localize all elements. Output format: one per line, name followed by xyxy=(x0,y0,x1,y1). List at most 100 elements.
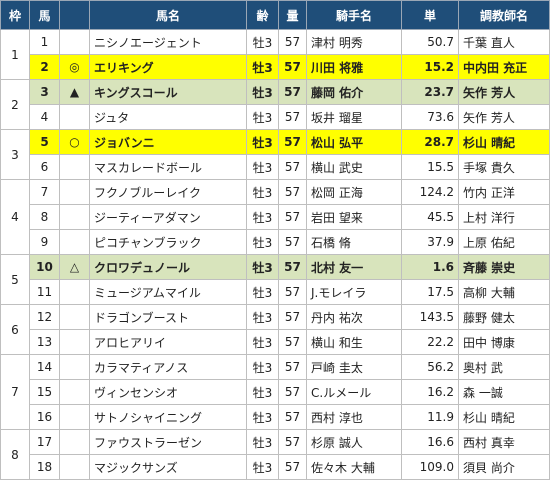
trainer-name: 竹内 正洋 xyxy=(458,179,550,205)
win-odds: 15.5 xyxy=(401,154,459,180)
carried-weight: 57 xyxy=(278,379,307,405)
trainer-name: 須貝 尚介 xyxy=(458,454,550,480)
horse-number: 13 xyxy=(29,329,60,355)
prediction-mark xyxy=(59,329,90,355)
horse-name: マジックサンズ xyxy=(89,454,247,480)
prediction-mark: ▲ xyxy=(59,79,90,105)
table-row: 15 ヴィンセンシオ 牡3 57 C.ルメール 16.2 森 一誠 xyxy=(1,379,550,405)
trainer-name: 高柳 大輔 xyxy=(458,279,550,305)
prediction-mark xyxy=(59,354,90,380)
trainer-name: 中内田 充正 xyxy=(458,54,550,80)
win-odds: 50.7 xyxy=(401,29,459,55)
horse-number: 5 xyxy=(29,129,60,155)
carried-weight: 57 xyxy=(278,104,307,130)
jockey-name: C.ルメール xyxy=(306,379,402,405)
carried-weight: 57 xyxy=(278,404,307,430)
horse-number: 18 xyxy=(29,454,60,480)
jockey-name: 佐々木 大輔 xyxy=(306,454,402,480)
trainer-name: 杉山 晴紀 xyxy=(458,404,550,430)
horse-number: 11 xyxy=(29,279,60,305)
horse-number: 6 xyxy=(29,154,60,180)
win-odds: 16.2 xyxy=(401,379,459,405)
trainer-name: 奥村 武 xyxy=(458,354,550,380)
table-row: 2 3 ▲ キングスコール 牡3 57 藤岡 佑介 23.7 矢作 芳人 xyxy=(0,79,550,130)
prediction-mark xyxy=(59,454,90,480)
jockey-name: J.モレイラ xyxy=(306,279,402,305)
jockey-name: 津村 明秀 xyxy=(306,29,402,55)
table-row: 16 サトノシャイニング 牡3 57 西村 淳也 11.9 杉山 晴紀 xyxy=(1,404,550,430)
horse-number: 9 xyxy=(29,229,60,255)
jockey-name: 丹内 祐次 xyxy=(306,304,402,330)
horse-age: 牡3 xyxy=(246,454,279,480)
carried-weight: 57 xyxy=(278,229,307,255)
table-row: 18 マジックサンズ 牡3 57 佐々木 大輔 109.0 須貝 尚介 xyxy=(1,454,550,480)
trainer-name: 田中 博康 xyxy=(458,329,550,355)
horse-age: 牡3 xyxy=(246,179,279,205)
horse-age: 牡3 xyxy=(246,104,279,130)
prediction-mark xyxy=(59,404,90,430)
table-row: 4 7 フクノブルーレイク 牡3 57 松岡 正海 124.2 竹内 正洋 xyxy=(0,179,550,255)
prediction-mark xyxy=(59,379,90,405)
horse-age: 牡3 xyxy=(246,79,279,105)
horse-age: 牡3 xyxy=(246,304,279,330)
carried-weight: 57 xyxy=(278,154,307,180)
waku-cell: 2 xyxy=(0,79,30,130)
horse-age: 牡3 xyxy=(246,404,279,430)
trainer-name: 矢作 芳人 xyxy=(458,104,550,130)
win-odds: 17.5 xyxy=(401,279,459,305)
header-horse-name: 馬名 xyxy=(89,0,247,30)
win-odds: 11.9 xyxy=(401,404,459,430)
win-odds: 143.5 xyxy=(401,304,459,330)
horse-number: 14 xyxy=(29,354,60,380)
header-mark xyxy=(59,0,90,30)
horse-number: 10 xyxy=(29,254,60,280)
waku-cell: 5 xyxy=(0,254,30,305)
carried-weight: 57 xyxy=(278,454,307,480)
horse-number: 2 xyxy=(29,54,60,80)
horse-name: ヴィンセンシオ xyxy=(89,379,247,405)
win-odds: 23.7 xyxy=(401,79,459,105)
horse-name: ファウストラーゼン xyxy=(89,429,247,455)
horse-age: 牡3 xyxy=(246,204,279,230)
carried-weight: 57 xyxy=(278,79,307,105)
horse-name: マスカレードボール xyxy=(89,154,247,180)
trainer-name: 手塚 貴久 xyxy=(458,154,550,180)
horse-age: 牡3 xyxy=(246,154,279,180)
horse-name: アロヒアリイ xyxy=(89,329,247,355)
table-row: 8 ジーティーアダマン 牡3 57 岩田 望来 45.5 上村 洋行 xyxy=(1,204,550,230)
waku-cell: 8 xyxy=(0,429,30,480)
table-row: 2 ◎ エリキング 牡3 57 川田 将雅 15.2 中内田 充正 xyxy=(1,54,550,80)
trainer-name: 千葉 直人 xyxy=(458,29,550,55)
table-row: 9 ピコチャンブラック 牡3 57 石橋 脩 37.9 上原 佑紀 xyxy=(1,229,550,255)
carried-weight: 57 xyxy=(278,179,307,205)
carried-weight: 57 xyxy=(278,354,307,380)
table-row: 6 マスカレードボール 牡3 57 横山 武史 15.5 手塚 貴久 xyxy=(1,154,550,180)
horse-age: 牡3 xyxy=(246,29,279,55)
win-odds: 37.9 xyxy=(401,229,459,255)
horse-name: ジュタ xyxy=(89,104,247,130)
horse-age: 牡3 xyxy=(246,379,279,405)
win-odds: 22.2 xyxy=(401,329,459,355)
horse-name: ジョバンニ xyxy=(89,129,247,155)
carried-weight: 57 xyxy=(278,279,307,305)
horse-number: 8 xyxy=(29,204,60,230)
jockey-name: 北村 友一 xyxy=(306,254,402,280)
jockey-name: 石橋 脩 xyxy=(306,229,402,255)
trainer-name: 上原 佑紀 xyxy=(458,229,550,255)
horse-number: 3 xyxy=(29,79,60,105)
carried-weight: 57 xyxy=(278,304,307,330)
table-row: 4 ジュタ 牡3 57 坂井 瑠星 73.6 矢作 芳人 xyxy=(1,104,550,130)
prediction-mark xyxy=(59,279,90,305)
trainer-name: 西村 真幸 xyxy=(458,429,550,455)
trainer-name: 杉山 晴紀 xyxy=(458,129,550,155)
header-weight: 量 xyxy=(278,0,307,30)
horse-name: カラマティアノス xyxy=(89,354,247,380)
prediction-mark xyxy=(59,304,90,330)
horse-number: 4 xyxy=(29,104,60,130)
trainer-name: 森 一誠 xyxy=(458,379,550,405)
carried-weight: 57 xyxy=(278,254,307,280)
carried-weight: 57 xyxy=(278,29,307,55)
prediction-mark xyxy=(59,229,90,255)
horse-name: ピコチャンブラック xyxy=(89,229,247,255)
